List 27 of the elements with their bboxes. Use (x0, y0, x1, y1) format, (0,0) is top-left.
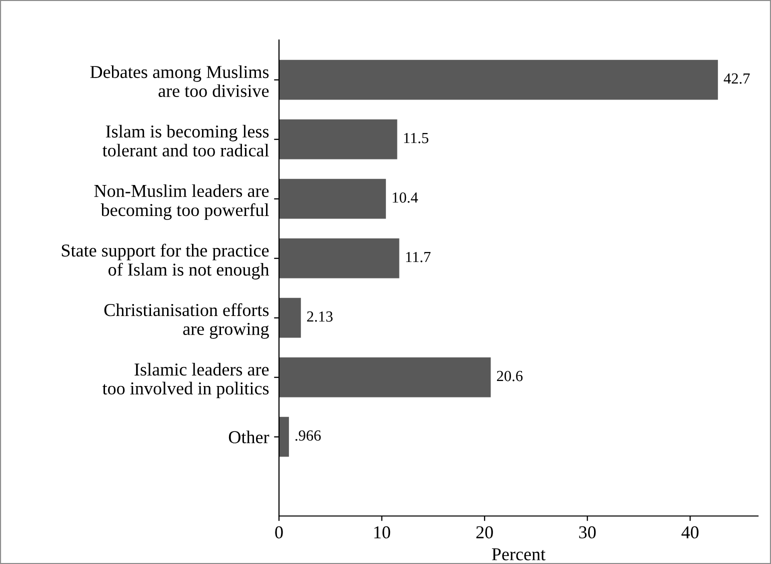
y-tick-label: Islam is becoming less tolerant and too radical (102, 124, 269, 157)
data-label: 2.13 (307, 311, 333, 322)
bar (279, 416, 289, 457)
y-tick-label: Other (228, 430, 270, 444)
x-tick-label: 10 (374, 526, 390, 538)
bar (279, 119, 398, 160)
x-tick-label: 0 (275, 526, 283, 538)
data-label: .966 (295, 430, 321, 441)
data-label: 11.5 (404, 132, 428, 144)
y-tick-label: Non-Muslim leaders are becoming too powerful (94, 184, 269, 220)
data-label: 11.7 (406, 252, 431, 262)
x-tick-label: 40 (681, 526, 698, 538)
bar (279, 357, 491, 398)
y-tick-label: Islamic leaders are too involved in politics (102, 362, 269, 398)
y-tick-label: Christianisation efforts are growing (104, 303, 269, 339)
y-tick-label: State support for the practice of Islam is not enough (62, 244, 270, 280)
y-tick-label: Debates among Muslims are too divisive (90, 65, 269, 98)
bar (279, 298, 301, 338)
x-tick-label: 20 (476, 526, 493, 538)
data-label: 20.6 (496, 370, 523, 382)
bar (279, 178, 386, 219)
data-label: 42.7 (724, 73, 750, 84)
bar (279, 238, 400, 278)
x-axis-title: Percent (492, 548, 546, 560)
data-label: 10.4 (392, 192, 418, 203)
bar (279, 60, 718, 100)
x-tick-label: 30 (579, 526, 596, 538)
